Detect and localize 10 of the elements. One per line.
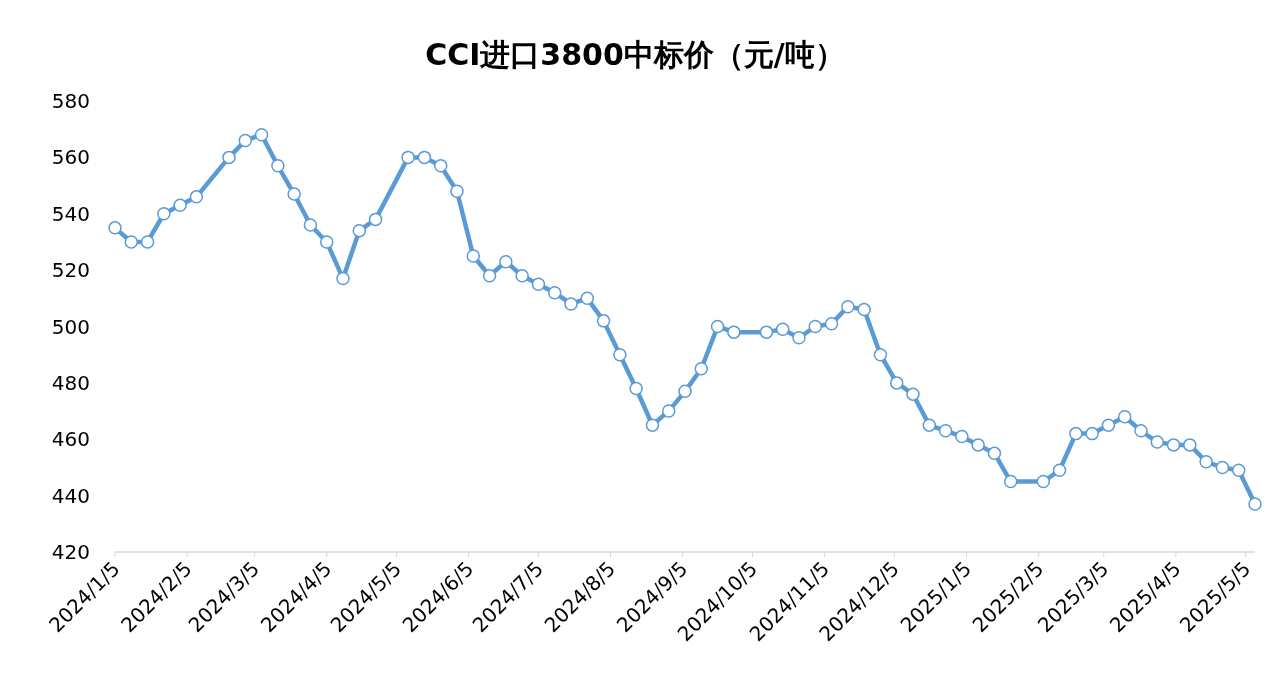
y-tick-label: 420 (51, 540, 90, 564)
y-tick-label: 460 (51, 427, 90, 452)
y-tick-label: 440 (51, 483, 90, 508)
y-tick-label: 580 (51, 89, 90, 113)
chart-title: CCI进口3800中标价（元/吨） (425, 37, 845, 72)
y-tick-label: 560 (51, 145, 90, 170)
y-tick-label: 480 (51, 370, 90, 395)
y-tick-label: 540 (51, 201, 90, 226)
y-tick-label: 520 (51, 258, 90, 283)
y-tick-label: 500 (51, 314, 90, 339)
